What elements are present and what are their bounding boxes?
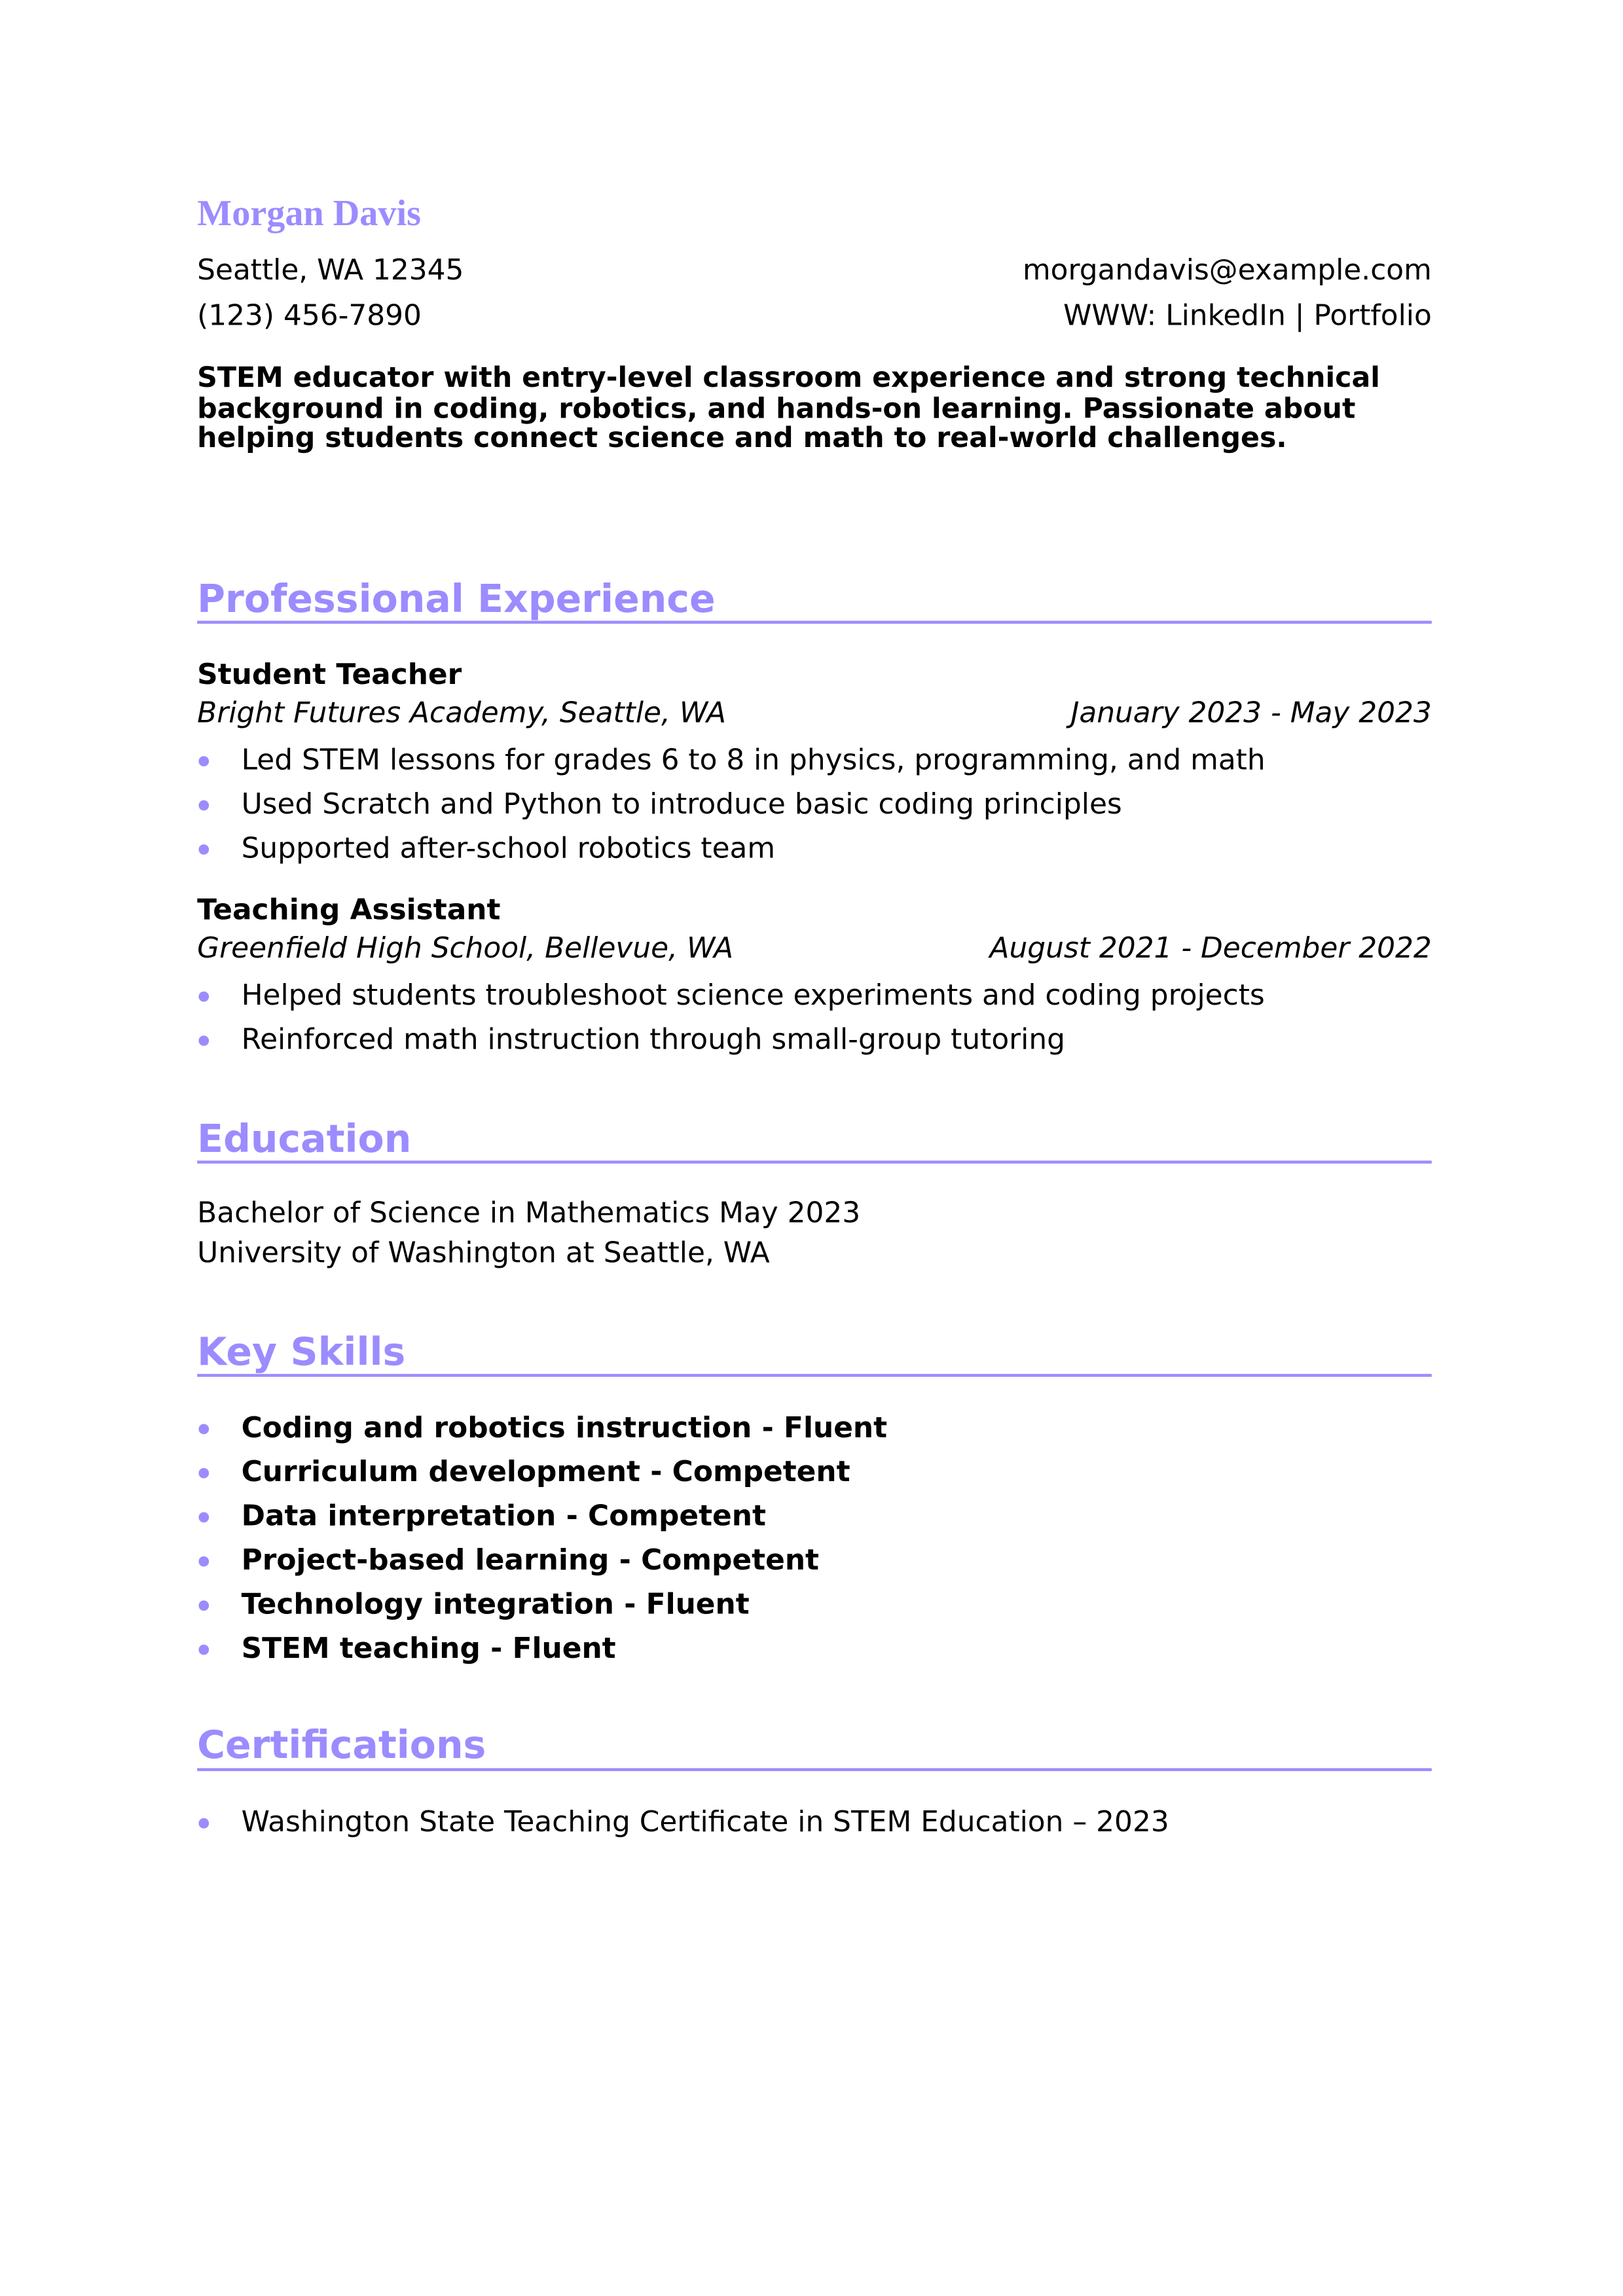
section-heading-skills: Key Skills <box>197 1331 406 1376</box>
certification-item: Washington State Teaching Certificate in… <box>197 1801 1169 1844</box>
skill-item: Project-based learning - Competent <box>197 1539 819 1583</box>
job-dates: August 2021 - December 2022 <box>989 931 1432 965</box>
summary: STEM educator with entry-level classroom… <box>197 361 1380 455</box>
web-links[interactable]: WWW: LinkedIn | Portfolio <box>1063 298 1432 332</box>
skill-item: Coding and robotics instruction - Fluent <box>197 1407 887 1450</box>
divider <box>197 1374 1432 1377</box>
divider <box>197 620 1432 624</box>
list-item: Reinforced math instruction through smal… <box>197 1018 1065 1062</box>
school: University of Washington at Seattle, WA <box>197 1235 770 1270</box>
job-org: Greenfield High School, Bellevue, WA <box>197 931 734 965</box>
section-heading-experience: Professional Experience <box>197 578 716 622</box>
skill-item: Technology integration - Fluent <box>197 1583 750 1626</box>
candidate-name: Morgan Davis <box>197 194 421 234</box>
skill-item: Curriculum development - Competent <box>197 1450 850 1494</box>
list-item: Helped students troubleshoot science exp… <box>197 974 1265 1018</box>
section-heading-certifications: Certifications <box>197 1724 486 1768</box>
divider <box>197 1768 1432 1771</box>
job-title: Student Teacher <box>197 657 462 692</box>
list-item: Used Scratch and Python to introduce bas… <box>197 783 1122 827</box>
degree: Bachelor of Science in Mathematics May 2… <box>197 1196 861 1230</box>
section-heading-education: Education <box>197 1118 412 1162</box>
list-item: Led STEM lessons for grades 6 to 8 in ph… <box>197 738 1266 782</box>
job-org: Bright Futures Academy, Seattle, WA <box>197 696 727 730</box>
skill-item: Data interpretation - Competent <box>197 1494 766 1538</box>
location: Seattle, WA 12345 <box>197 253 464 287</box>
phone: (123) 456-7890 <box>197 298 422 332</box>
list-item: Supported after-school robotics team <box>197 827 775 870</box>
divider <box>197 1160 1432 1164</box>
skill-item: STEM teaching - Fluent <box>197 1627 616 1671</box>
email-link[interactable]: morgandavis@example.com <box>1022 253 1432 287</box>
job-dates: January 2023 - May 2023 <box>1070 696 1432 730</box>
job-title: Teaching Assistant <box>197 893 501 927</box>
